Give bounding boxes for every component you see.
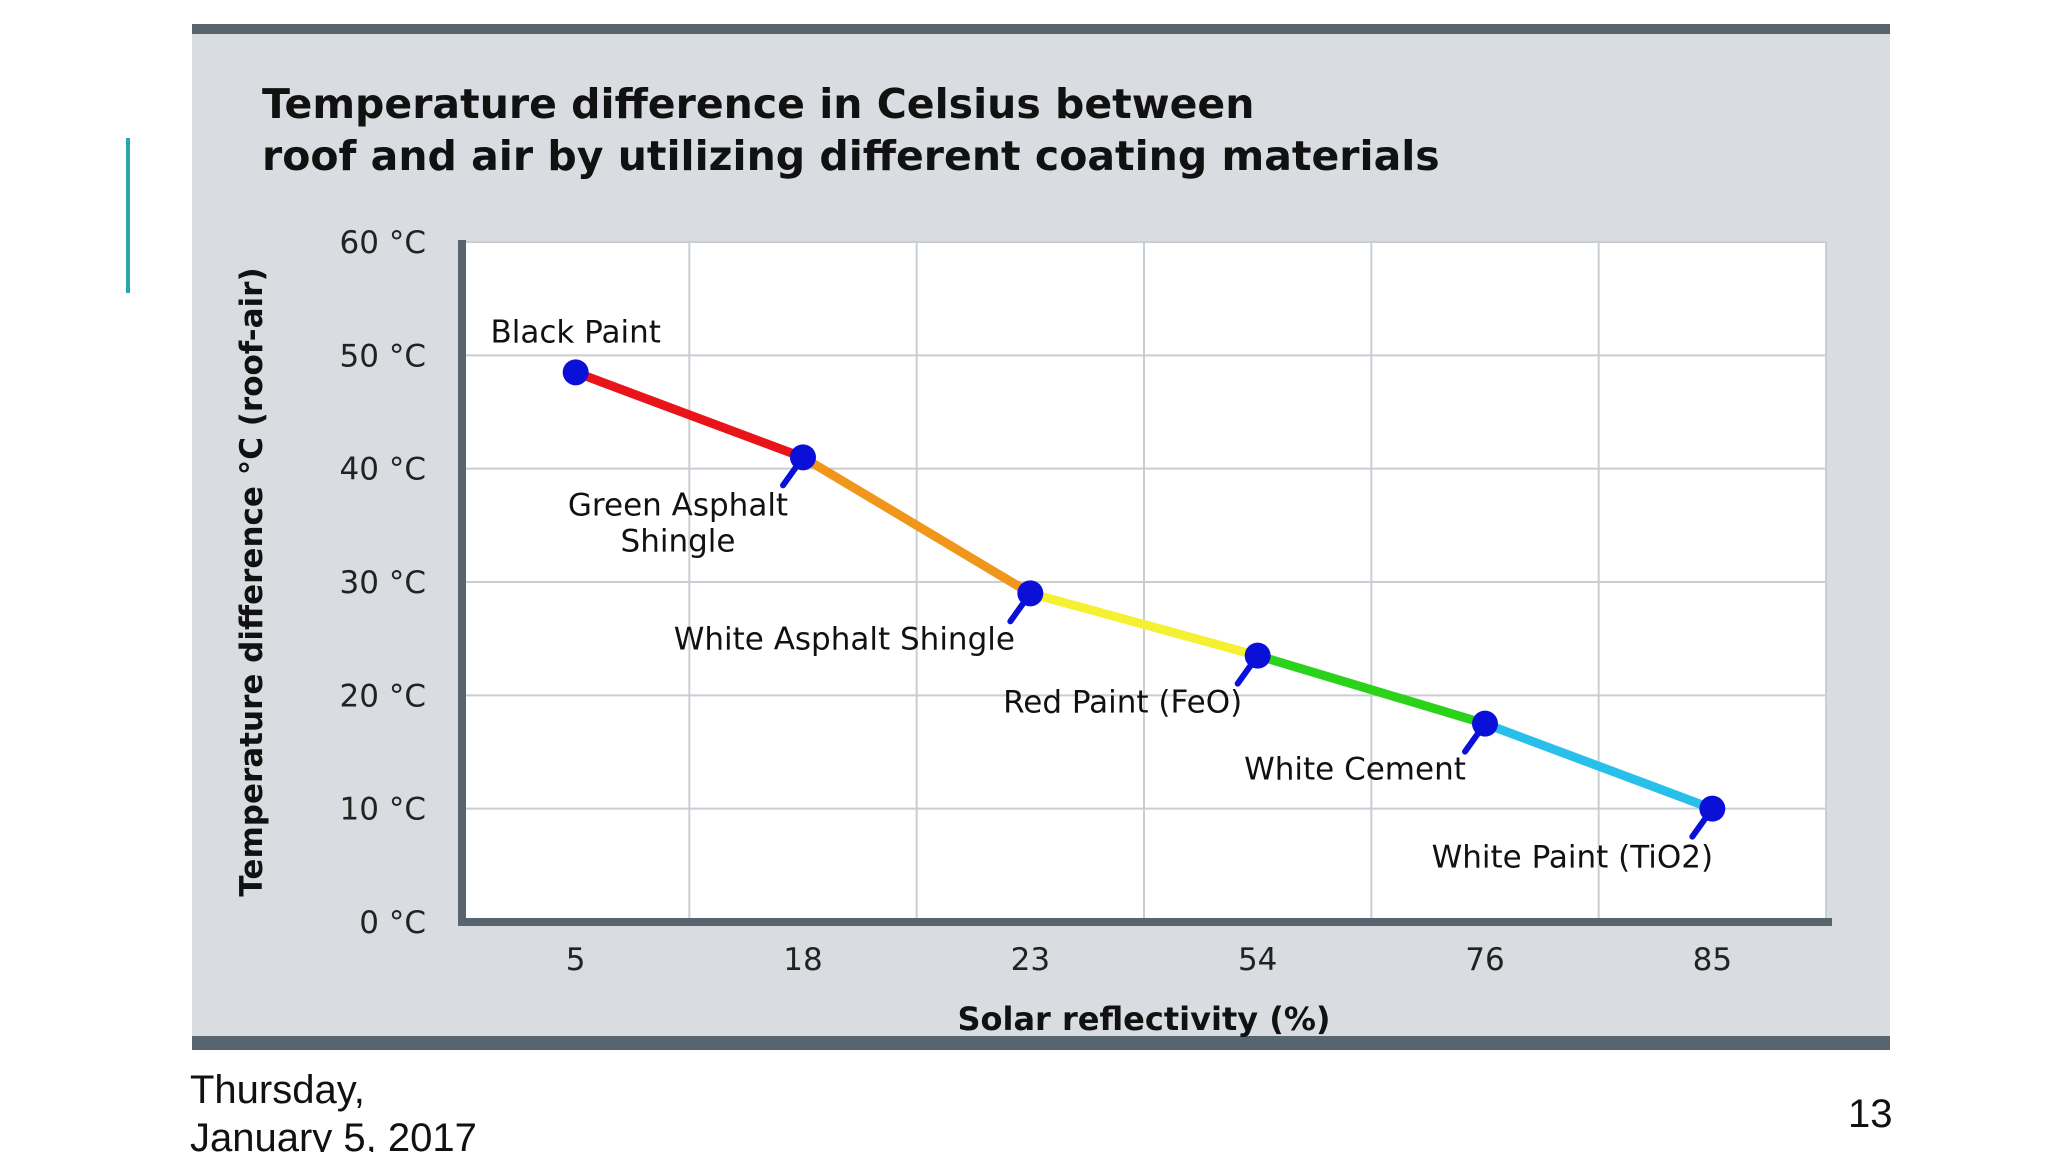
date-line2: January 5, 2017	[190, 1116, 477, 1152]
page-number: 13	[1848, 1092, 1893, 1136]
accent-line	[126, 138, 130, 293]
chart-title-line2: roof and air by utilizing different coat…	[262, 132, 1440, 180]
chart-title-line1: Temperature difference in Celsius betwee…	[262, 80, 1255, 128]
x-tick-label: 54	[1238, 942, 1277, 978]
data-point	[562, 359, 589, 386]
line-segment	[1253, 651, 1490, 729]
x-axis-title: Solar reflectivity (%)	[957, 1000, 1330, 1038]
y-tick-label: 30 °C	[340, 565, 426, 601]
data-point	[1017, 580, 1044, 607]
slide-date: Thursday, January 5, 2017	[190, 1066, 590, 1152]
y-tick-label: 40 °C	[340, 452, 426, 488]
point-label: Shingle	[621, 523, 736, 559]
point-label: Black Paint	[490, 314, 660, 350]
y-tick-label: 0 °C	[359, 905, 426, 941]
point-label: Green Asphalt	[568, 487, 788, 523]
y-tick-label: 10 °C	[340, 792, 426, 828]
date-line1: Thursday,	[190, 1068, 365, 1112]
y-tick-label: 60 °C	[340, 225, 426, 261]
data-point	[790, 444, 816, 471]
point-label: Red Paint (FeO)	[1003, 685, 1242, 721]
point-label: White Asphalt Shingle	[674, 621, 1015, 657]
line-segment	[1480, 719, 1717, 814]
data-point	[1244, 642, 1271, 669]
x-tick-label: 76	[1465, 942, 1504, 978]
point-label: White Cement	[1244, 752, 1466, 788]
x-tick-label: 85	[1693, 942, 1732, 978]
data-point	[1472, 710, 1498, 737]
x-tick-label: 23	[1011, 942, 1050, 978]
data-point	[1699, 795, 1726, 822]
point-label: White Paint (TiO2)	[1432, 840, 1713, 876]
x-tick-label: 18	[783, 942, 822, 978]
x-tick-label: 5	[566, 942, 586, 978]
line-segment	[1025, 588, 1263, 661]
y-tick-label: 50 °C	[340, 338, 426, 374]
chart-title: Temperature difference in Celsius betwee…	[262, 78, 1562, 182]
line-segment	[798, 452, 1035, 598]
y-axis-title: Temperature difference °C (roof-air)	[234, 267, 270, 896]
y-tick-label: 20 °C	[340, 678, 426, 714]
line-segment	[571, 367, 808, 462]
